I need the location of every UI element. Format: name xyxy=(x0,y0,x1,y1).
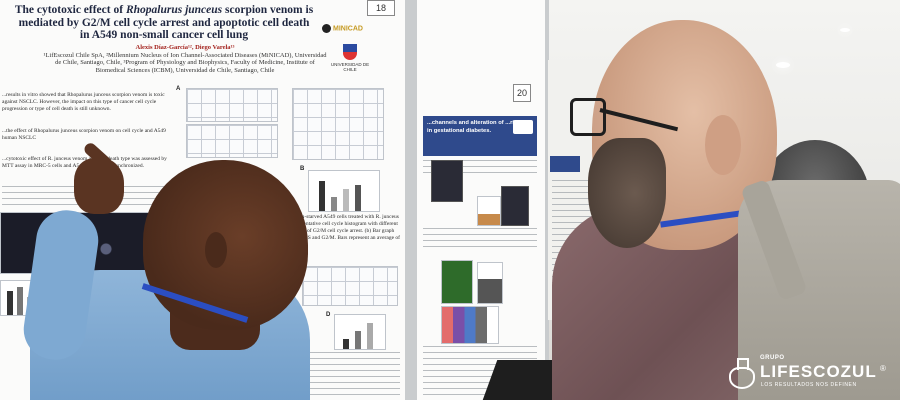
right-person-beard xyxy=(588,138,666,248)
histogram-figure xyxy=(186,88,278,122)
figure-letter: A xyxy=(176,86,181,92)
flow-cytometry-figure xyxy=(302,266,398,306)
right-person-ear xyxy=(705,115,741,175)
intro-text: ...results in vitro showed that Rhopalur… xyxy=(2,92,165,112)
bar xyxy=(331,197,337,211)
methods-text: ...cytotoxic effect of R. junceus venom … xyxy=(2,156,167,169)
bar-chart-figure xyxy=(308,170,380,212)
brand-group-label: GRUPO xyxy=(760,355,785,361)
bar xyxy=(7,291,13,315)
eyeglass-lens xyxy=(570,98,606,136)
poster-board-divider xyxy=(545,0,549,400)
minicad-logo: MINICAD xyxy=(322,24,363,33)
bar xyxy=(355,331,361,349)
bar-chart-figure xyxy=(441,306,499,344)
figure-letter: D xyxy=(326,312,331,318)
brand-name: LIFESCOZUL xyxy=(760,362,877,381)
brand-tagline: LOS RESULTADOS NOS DEFINEN xyxy=(761,382,857,388)
universidad-de-chile-logo: UNIVERSIDAD DE CHILE xyxy=(326,44,374,72)
fluorescence-figure xyxy=(441,260,473,304)
ceiling-light xyxy=(776,62,790,68)
histogram-figure xyxy=(186,124,278,158)
bar xyxy=(319,181,325,211)
bar xyxy=(343,189,349,211)
eyeglasses xyxy=(566,96,679,136)
journal-logo xyxy=(513,120,533,134)
bar xyxy=(367,323,373,349)
crest-icon xyxy=(343,44,357,60)
flask-icon xyxy=(728,358,755,389)
text-lines xyxy=(423,228,537,252)
bar xyxy=(355,185,361,211)
third-poster-header xyxy=(550,156,580,172)
lifescozul-watermark: GRUPO LIFESCOZUL ® LOS RESULTADOS NOS DE… xyxy=(728,352,896,392)
registered-mark: ® xyxy=(880,364,886,373)
poster-board-number: 18 xyxy=(367,0,395,16)
bar-chart-figure xyxy=(334,314,386,350)
poster-title: The cytotoxic effect of Rhopalurus junce… xyxy=(14,4,314,41)
second-poster: 20 ...channels and alteration of ...riza… xyxy=(417,0,545,400)
figure-letter: B xyxy=(300,166,305,172)
left-person-hand xyxy=(74,158,124,214)
aim-text: ...the effect of Rhopalurus junceus scor… xyxy=(2,128,166,141)
microscopy-figure xyxy=(501,186,529,226)
second-poster-header: ...channels and alteration of ...rizatio… xyxy=(423,116,537,156)
bar-chart-figure xyxy=(477,262,503,304)
poster-board-divider xyxy=(405,0,417,400)
flow-cytometry-figure xyxy=(292,88,384,160)
bar-chart-figure xyxy=(477,196,501,226)
bar xyxy=(343,339,349,349)
ceiling-light xyxy=(840,28,850,32)
eyeglass-temple xyxy=(599,108,679,132)
left-person-ear xyxy=(205,232,227,268)
microscopy-figure xyxy=(431,160,463,202)
poster-board-number: 20 xyxy=(513,84,531,102)
bar xyxy=(17,287,23,315)
poster-authors: Alexis Díaz-García¹², Diego Varela¹³ ¹Li… xyxy=(43,44,327,74)
